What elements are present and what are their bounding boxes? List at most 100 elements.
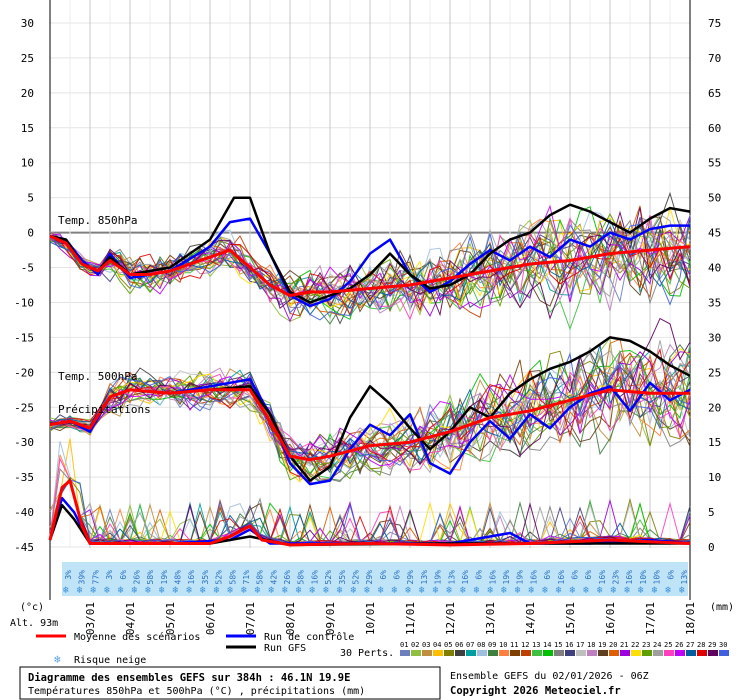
right-tick-label: 75 bbox=[708, 17, 721, 30]
left-tick-label: -25 bbox=[14, 401, 34, 414]
x-tick-label: 16/01 bbox=[604, 602, 617, 635]
x-tick-label: 14/01 bbox=[524, 602, 537, 635]
perturbation-number: 14 bbox=[543, 641, 551, 649]
legend: Moyenne des scénarios Run de contrôle Ru… bbox=[36, 631, 729, 666]
perturbation-swatch bbox=[598, 650, 608, 656]
snow-risk-band bbox=[62, 562, 688, 596]
snow-risk-value: 52% bbox=[215, 570, 224, 585]
snow-risk-value: 16% bbox=[461, 570, 470, 585]
snow-risk-value: 19% bbox=[434, 570, 443, 585]
snowflake-icon: ❄ bbox=[90, 585, 97, 596]
snowflake-icon: ❄ bbox=[528, 585, 535, 596]
perturbation-number: 29 bbox=[708, 641, 716, 649]
perturbation-number: 04 bbox=[433, 641, 441, 649]
perturbation-number: 12 bbox=[521, 641, 529, 649]
snow-risk-value: 6% bbox=[666, 570, 675, 580]
legend-gfs-label: Run GFS bbox=[264, 643, 306, 654]
x-tick-label: 18/01 bbox=[684, 602, 697, 635]
snow-risk-value: 58% bbox=[256, 570, 265, 585]
x-axis-ticks: 03/01 04/01 05/01 06/01 07/01 08/01 09/01 10/01… bbox=[84, 602, 697, 635]
right-tick-label: 0 bbox=[708, 541, 715, 554]
right-tick-label: 15 bbox=[708, 436, 721, 449]
perturbation-number: 02 bbox=[411, 641, 419, 649]
footer-copyright: Copyright 2026 Meteociel.fr bbox=[450, 685, 621, 697]
snow-risk-value: 52% bbox=[324, 570, 333, 585]
snowflake-icon: ❄ bbox=[679, 585, 686, 596]
snow-risk-value: 58% bbox=[297, 570, 306, 585]
perturbation-number: 01 bbox=[400, 641, 408, 649]
perturbation-swatch bbox=[653, 650, 663, 656]
main-series-lines bbox=[48, 196, 691, 547]
perturbation-line bbox=[49, 204, 691, 310]
snowflake-icon: ❄ bbox=[364, 585, 371, 596]
snow-risk-value: 77% bbox=[91, 570, 100, 585]
snow-risk-value: 58% bbox=[228, 570, 237, 585]
perturbation-swatch bbox=[554, 650, 564, 656]
perturbation-swatch bbox=[576, 650, 586, 656]
x-tick-label: 04/01 bbox=[124, 602, 137, 635]
snowflake-icon: ❄ bbox=[624, 585, 631, 596]
snow-risk-value: 48% bbox=[174, 570, 183, 585]
snow-risk-value: 10% bbox=[653, 570, 662, 585]
x-tick-label: 17/01 bbox=[644, 602, 657, 635]
snow-risk-value: 16% bbox=[529, 570, 538, 585]
perturbation-line bbox=[49, 349, 691, 480]
snow-risk-value: 16% bbox=[598, 570, 607, 585]
snow-risk-value: 13% bbox=[447, 570, 456, 585]
left-tick-label: -40 bbox=[14, 506, 34, 519]
snow-risk-value: 35% bbox=[201, 570, 210, 585]
snow-risk-value: 10% bbox=[639, 570, 648, 585]
snowflake-icon: ❄ bbox=[542, 585, 549, 596]
left-axis-ticks: 30 25 20 15 10 5 0 -5 -10 -15 -20 -25 -30 -35 -40 -45 bbox=[14, 17, 34, 554]
series-line bbox=[49, 217, 690, 308]
snowflake-icon: ❄ bbox=[159, 585, 166, 596]
left-tick-label: -20 bbox=[14, 366, 34, 379]
x-tick-label: 08/01 bbox=[284, 602, 297, 635]
right-tick-label: 5 bbox=[708, 506, 715, 519]
perturbation-number: 08 bbox=[477, 641, 485, 649]
snowflake-icon: ❄ bbox=[665, 585, 672, 596]
perturbation-line bbox=[49, 218, 691, 316]
perturbation-swatch bbox=[532, 650, 542, 656]
perturbation-number: 21 bbox=[620, 641, 628, 649]
left-tick-label: 10 bbox=[21, 157, 34, 170]
perturbation-swatch bbox=[697, 650, 707, 656]
perturbation-number: 11 bbox=[510, 641, 518, 649]
altitude-label: Alt. 93m bbox=[10, 618, 58, 629]
snowflake-icon: ❄ bbox=[214, 585, 221, 596]
snow-risk-value: 13% bbox=[420, 570, 429, 585]
x-tick-label: 11/01 bbox=[404, 602, 417, 635]
right-tick-label: 50 bbox=[708, 192, 721, 205]
perturbation-number: 28 bbox=[697, 641, 705, 649]
snowflake-icon: ❄ bbox=[556, 585, 563, 596]
snow-risk-value: 6% bbox=[570, 570, 579, 580]
snow-risk-value: 29% bbox=[365, 570, 374, 585]
perturbations-label: 30 Perts. bbox=[340, 648, 394, 659]
perturbation-number: 26 bbox=[675, 641, 683, 649]
right-tick-label: 55 bbox=[708, 157, 721, 170]
perturbation-number: 06 bbox=[455, 641, 463, 649]
perturbation-swatch bbox=[521, 650, 531, 656]
snow-risk-value: 26% bbox=[132, 570, 141, 585]
snowflake-icon: ❄ bbox=[501, 585, 508, 596]
snowflake-icon: ❄ bbox=[200, 585, 207, 596]
snow-risk-value: 42% bbox=[269, 570, 278, 585]
perturbation-line bbox=[49, 351, 691, 474]
left-unit-label: (°c) bbox=[20, 602, 44, 613]
snowflake-icon: ❄ bbox=[433, 585, 440, 596]
x-tick-label: 06/01 bbox=[204, 602, 217, 635]
snowflake-icon: ❄ bbox=[405, 585, 412, 596]
right-tick-label: 35 bbox=[708, 296, 721, 309]
snowflake-icon: ❄ bbox=[460, 585, 467, 596]
right-tick-label: 65 bbox=[708, 87, 721, 100]
x-tick-label: 12/01 bbox=[444, 602, 457, 635]
perturbation-swatch bbox=[631, 650, 641, 656]
snow-risk-value: 16% bbox=[625, 570, 634, 585]
snow-risk-value: 16% bbox=[310, 570, 319, 585]
perturbation-swatch bbox=[466, 650, 476, 656]
label-t500: Temp. 500hPa bbox=[58, 370, 137, 383]
x-tick-label: 13/01 bbox=[484, 602, 497, 635]
snowflake-icon: ❄ bbox=[309, 585, 316, 596]
snow-risk-row: ❄3%❄39%❄77%❄3%❄6%❄26%❄58%❄19%❄48%❄16%❄35… bbox=[62, 562, 689, 596]
snowflake-icon: ❄ bbox=[392, 585, 399, 596]
